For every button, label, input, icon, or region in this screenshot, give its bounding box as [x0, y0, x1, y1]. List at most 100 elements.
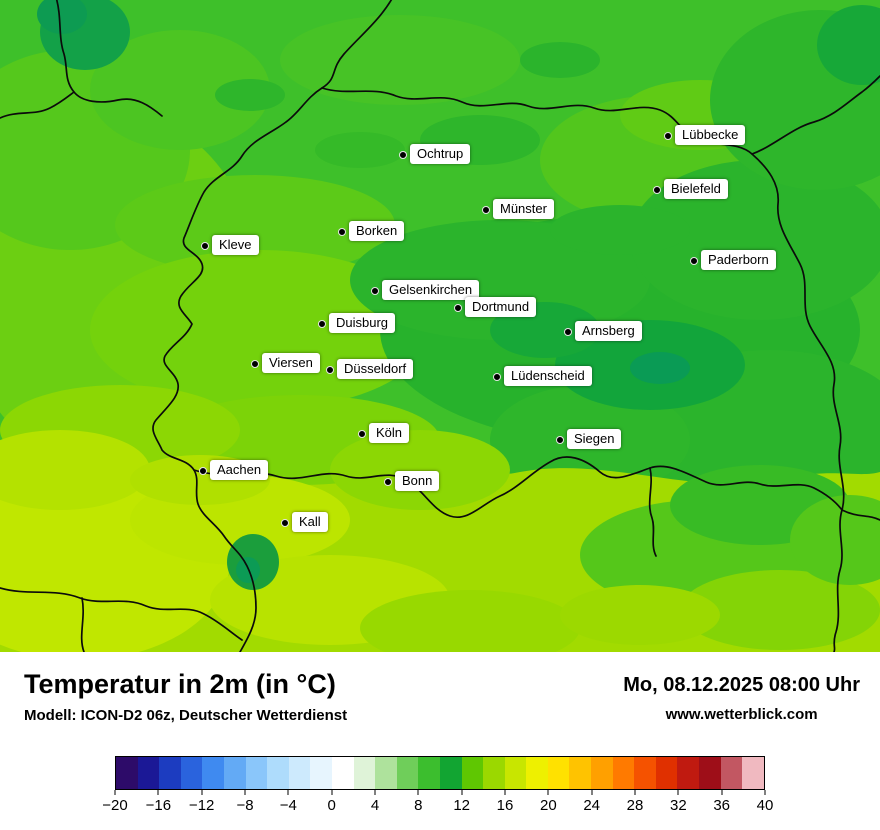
website-url: www.wetterblick.com: [665, 706, 818, 723]
legend-cell: [159, 757, 181, 789]
legend-tick-mark: [201, 790, 203, 795]
legend-tick-label: 20: [539, 797, 557, 814]
legend-cell: [418, 757, 440, 789]
city-label: Düsseldorf: [337, 359, 414, 379]
city-dot-icon: [201, 242, 209, 250]
legend-tick-marks: [114, 790, 766, 795]
legend-cell: [288, 757, 311, 789]
legend-tick-label: 24: [583, 797, 600, 814]
city-label: Dortmund: [465, 297, 537, 317]
city-dot-icon: [482, 206, 490, 214]
legend-cell: [483, 757, 505, 789]
city-label: Arnsberg: [575, 321, 642, 341]
legend-cell: [245, 757, 268, 789]
legend-cell: [331, 757, 354, 789]
legend-tick-mark: [634, 790, 636, 795]
city-dot-icon: [556, 436, 564, 444]
legend-tick-mark: [504, 790, 506, 795]
city-dot-icon: [338, 228, 346, 236]
legend-cell: [677, 757, 700, 789]
legend-tick-mark: [157, 790, 159, 795]
legend-cell: [742, 757, 764, 789]
city-label: Münster: [493, 199, 554, 219]
caption-bar: Temperatur in 2m (in °C) Modell: ICON-D2…: [0, 652, 880, 740]
legend-tick-mark: [331, 790, 333, 795]
legend-tick-label: −20: [102, 797, 128, 814]
legend-cell: [569, 757, 592, 789]
city-label: Siegen: [567, 429, 622, 449]
city-label: Paderborn: [701, 250, 776, 270]
legend-cell: [526, 757, 548, 789]
city-label: Kall: [292, 512, 328, 532]
model-info: Modell: ICON-D2 06z, Deutscher Wetterdie…: [24, 707, 348, 724]
city-dot-icon: [384, 478, 392, 486]
city-label: Viersen: [262, 353, 320, 373]
city-dot-icon: [664, 132, 672, 140]
legend-tick-label: 4: [370, 797, 380, 814]
legend-cell: [634, 757, 656, 789]
city-dot-icon: [454, 304, 462, 312]
city-dot-icon: [358, 430, 366, 438]
city-dot-icon: [199, 467, 207, 475]
legend-bar: [115, 756, 765, 790]
legend-tick-label: 0: [327, 797, 336, 814]
legend-tick-mark: [287, 790, 289, 795]
legend-cell: [591, 757, 613, 789]
legend-tick-mark: [374, 790, 376, 795]
caption-left: Temperatur in 2m (in °C) Modell: ICON-D2…: [24, 669, 347, 724]
legend-tick-mark: [721, 790, 723, 795]
city-label: Lübbecke: [675, 125, 746, 145]
city-dot-icon: [493, 373, 501, 381]
city-dot-icon: [251, 360, 259, 368]
legend-cell: [267, 757, 289, 789]
legend-tick-labels: −20 −16 −12 −8 −4 0 4 8 12 16 20 24 28 32 36 40: [102, 797, 773, 817]
valid-datetime: Mo, 08.12.2025 08:00 Uhr: [623, 674, 860, 696]
legend-cell: [504, 757, 527, 789]
city-label: Gelsenkirchen: [382, 280, 480, 300]
legend-tick-label: −4: [279, 797, 297, 814]
legend-tick-mark: [547, 790, 549, 795]
legend-cell: [375, 757, 397, 789]
city-label: Kleve: [212, 235, 259, 255]
legend-tick-mark: [417, 790, 419, 795]
legend-tick-mark: [764, 790, 766, 795]
city-markers: Lübbecke Ochtrup Bielefeld Münster Borken Kle…: [199, 125, 776, 532]
city-label: Köln: [369, 423, 410, 443]
legend-tick-label: 28: [626, 797, 644, 814]
legend-cell: [116, 757, 138, 789]
weather-map: Lübbecke Ochtrup Bielefeld Münster Borken Kle…: [0, 0, 880, 652]
legend-tick-mark: [591, 790, 593, 795]
legend-cell: [655, 757, 678, 789]
map-title: Temperatur in 2m (in °C): [24, 669, 336, 699]
city-dot-icon: [326, 366, 334, 374]
legend-cell: [137, 757, 160, 789]
city-label: Borken: [349, 221, 405, 241]
legend-tick-label: 8: [414, 797, 423, 814]
city-dot-icon: [564, 328, 572, 336]
city-dot-icon: [318, 320, 326, 328]
legend-tick-label: 16: [496, 797, 514, 814]
legend-cell: [396, 757, 419, 789]
temperature-colorbar: −20 −16 −12 −8 −4 0 4 8 12 16 20 24 28 32 36 40: [102, 756, 773, 817]
legend-tick-label: −12: [188, 797, 215, 814]
legend-cell: [180, 757, 203, 789]
legend-cell: [612, 757, 635, 789]
caption-right: Mo, 08.12.2025 08:00 Uhr www.wetterblick…: [623, 669, 860, 723]
city-dot-icon: [653, 186, 661, 194]
legend-tick-label: −16: [145, 797, 172, 814]
legend-tick-mark: [114, 790, 116, 795]
legend-cell: [223, 757, 246, 789]
legend-tick-mark: [244, 790, 246, 795]
legend-tick-label: −8: [236, 797, 254, 814]
city-label: Duisburg: [329, 313, 396, 333]
legend-cell: [202, 757, 224, 789]
city-label: Ochtrup: [410, 144, 471, 164]
legend-tick-mark: [461, 790, 463, 795]
legend-cell: [310, 757, 332, 789]
city-dot-icon: [399, 151, 407, 159]
legend-tick-label: 32: [669, 797, 687, 814]
city-label: Bonn: [395, 471, 440, 491]
legend-cell: [439, 757, 462, 789]
legend-cell: [699, 757, 721, 789]
city-dot-icon: [371, 287, 379, 295]
